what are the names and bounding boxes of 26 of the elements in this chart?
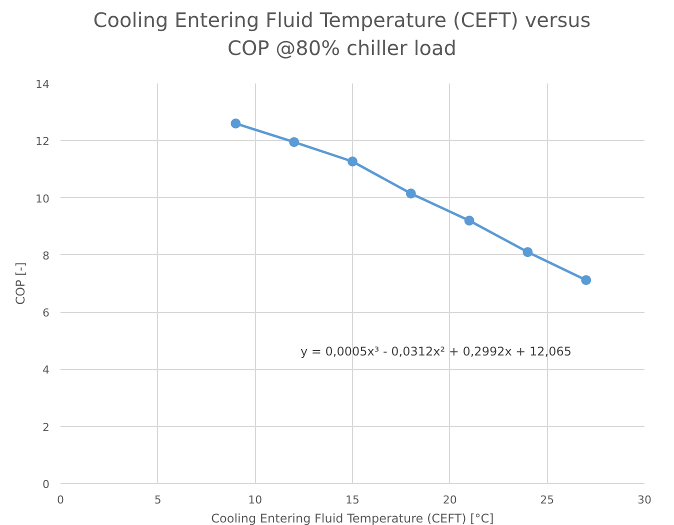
point [522,247,533,258]
x-tick-label: 20 [442,494,457,506]
y-tick-label: 4 [42,364,50,377]
y-tick-label: 2 [42,420,50,434]
x-tick-label: 15 [346,494,360,506]
point [289,137,300,148]
x-axis-title: Cooling Entering Fluid Temperature (CEFT) [°C] [211,512,494,525]
y-tick-label: 12 [36,135,50,148]
y-tick-label: 14 [36,78,50,91]
point [464,216,474,226]
y-axis-title: COP [-] [14,262,28,305]
point [348,156,358,166]
chart-title: Cooling Entering Fluid Temperature (CEFT) versus COP @80% chiller load [93,7,591,62]
x-tick-label: 25 [540,494,554,506]
point [581,275,592,286]
annotation: y = 0,0005x³ - 0,0312x² + 0,2992x + 12,065 [300,344,572,358]
y-tick-label: 8 [42,249,50,262]
x-tick-label: 10 [248,494,262,506]
y-tick-label: 0 [42,478,50,491]
x-tick-label: 30 [638,494,652,506]
point [230,118,241,128]
y-tick-label: 6 [42,306,50,320]
x-tick-label: 0 [57,494,64,506]
y-tick-label: 10 [36,192,50,206]
point [406,188,416,198]
x-tick-label: 5 [154,494,162,506]
